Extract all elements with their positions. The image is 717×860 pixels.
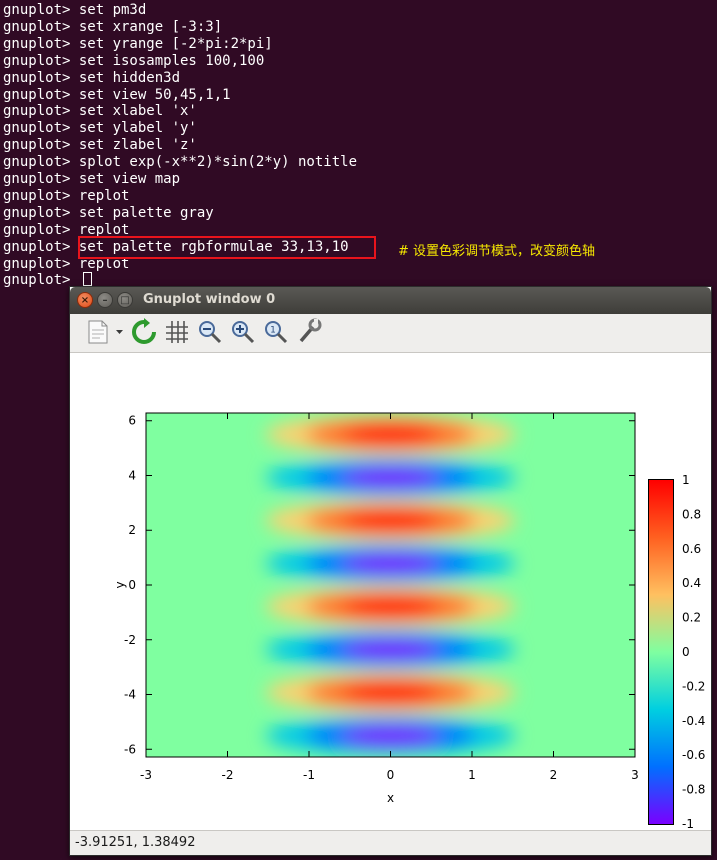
gnuplot-window[interactable]: × – □ Gnuplot window 0 (69, 286, 712, 856)
highlight-box (78, 236, 376, 259)
colorbar-tick-label: -1 (682, 817, 694, 831)
x-tick-label: -3 (140, 768, 152, 782)
zoom-in-button[interactable] (229, 318, 257, 346)
terminal-line: gnuplot> set ylabel 'y' (3, 120, 197, 137)
zoom-original-icon: 1 (265, 321, 288, 344)
settings-wrench-icon (299, 318, 322, 343)
grid-icon (166, 321, 188, 343)
terminal-line: gnuplot> set hidden3d (3, 69, 181, 86)
x-tick-label: 0 (387, 768, 395, 782)
terminal-line: gnuplot> set xrange [-3:3] (3, 18, 223, 35)
colorbar-tick-label: 0 (682, 645, 690, 659)
cursor-coordinates: -3.91251, 1.38492 (75, 835, 196, 850)
window-titlebar[interactable]: × – □ Gnuplot window 0 (70, 287, 711, 314)
x-tick-label: 2 (550, 768, 558, 782)
terminal-line: gnuplot> set isosamples 100,100 (3, 52, 265, 69)
annotation-text: # 设置色彩调节模式，改变颜色轴 (398, 244, 596, 259)
heatmap-band (342, 682, 439, 703)
replot-button[interactable] (130, 318, 158, 346)
heatmap-band (342, 424, 439, 445)
zoom-in-icon (232, 321, 255, 344)
terminal-line: gnuplot> set palette rgbformulae 33,13,1… (3, 238, 349, 255)
heatmap-band (342, 639, 439, 660)
zoom-out-icon (199, 321, 222, 344)
colorbar-tick-label: -0.8 (682, 783, 705, 797)
terminal-line: gnuplot> set pm3d (3, 2, 147, 18)
x-tick-label: -2 (222, 768, 234, 782)
y-tick-label: -6 (124, 742, 136, 756)
terminal-line: gnuplot> set yrange [-2*pi:2*pi] (3, 35, 273, 52)
window-title: Gnuplot window 0 (143, 292, 276, 307)
copy-to-clipboard-icon (88, 320, 123, 344)
y-tick-label: -4 (124, 688, 136, 702)
y-tick-label: -2 (124, 633, 136, 647)
terminal-line: gnuplot> set palette gray (3, 204, 214, 221)
heatmap-plot: -3 -2 -1 0 1 2 3 -6 -4 -2 0 2 4 6 x y 1 0.8 0.6 0.4 0.2 0 -0.2… (113, 412, 705, 831)
terminal-line: gnuplot> replot (3, 255, 130, 272)
svg-text:1: 1 (270, 326, 276, 336)
minimize-button[interactable]: – (97, 292, 113, 308)
terminal-cursor (83, 272, 92, 286)
heatmap-band (342, 596, 439, 617)
colorbar-tick-label: 0.8 (682, 507, 701, 521)
terminal-line: gnuplot> set view map (3, 171, 181, 187)
x-tick-label: -1 (303, 768, 315, 782)
terminal-line: gnuplot> replot (3, 187, 130, 204)
y-tick-label: 4 (128, 468, 136, 482)
heatmap-band (342, 553, 439, 574)
y-tick-label: 6 (128, 414, 136, 428)
terminal-line: gnuplot> replot (3, 221, 130, 238)
y-axis-label: y (113, 581, 127, 588)
colorbar (648, 479, 674, 825)
heatmap-band (342, 725, 439, 746)
terminal-line: gnuplot> set xlabel 'x' (3, 103, 197, 120)
zoom-out-button[interactable] (196, 318, 224, 346)
zoom-original-button[interactable]: 1 (262, 318, 290, 346)
terminal-line: gnuplot> set view 50,45,1,1 (3, 86, 231, 103)
colorbar-tick-label: 0.2 (682, 611, 701, 625)
copy-to-clipboard-button[interactable] (84, 318, 126, 346)
heatmap-band (342, 467, 439, 488)
colorbar-tick-label: -0.4 (682, 714, 705, 728)
terminal-line: gnuplot> set zlabel 'z' (3, 137, 197, 154)
terminal-line: gnuplot> (3, 272, 79, 289)
x-tick-label: 1 (468, 768, 476, 782)
y-tick-label: 0 (128, 578, 136, 592)
replot-icon (132, 318, 156, 344)
colorbar-tick-label: -0.6 (682, 748, 705, 762)
colorbar-tick-label: 0.6 (682, 542, 701, 556)
heatmap-band (342, 510, 439, 531)
colorbar-tick-label: -0.2 (682, 679, 705, 693)
settings-button[interactable] (295, 318, 323, 346)
colorbar-tick-label: 0.4 (682, 576, 701, 590)
statusbar: -3.91251, 1.38492 (70, 830, 711, 855)
x-axis-label: x (387, 791, 394, 805)
y-tick-label: 2 (128, 523, 136, 537)
x-tick-label: 3 (631, 768, 639, 782)
close-button[interactable]: × (77, 292, 93, 308)
maximize-button[interactable]: □ (117, 292, 133, 308)
toolbar: 1 (70, 314, 711, 353)
grid-button[interactable] (163, 318, 191, 346)
colorbar-tick-label: 1 (682, 473, 690, 487)
terminal-line: gnuplot> splot exp(-x**2)*sin(2*y) notit… (3, 154, 358, 171)
plot-area[interactable]: -3 -2 -1 0 1 2 3 -6 -4 -2 0 2 4 6 x y 1 0.8 0.6 0.4 0.2 0 -0.2… (70, 353, 711, 831)
